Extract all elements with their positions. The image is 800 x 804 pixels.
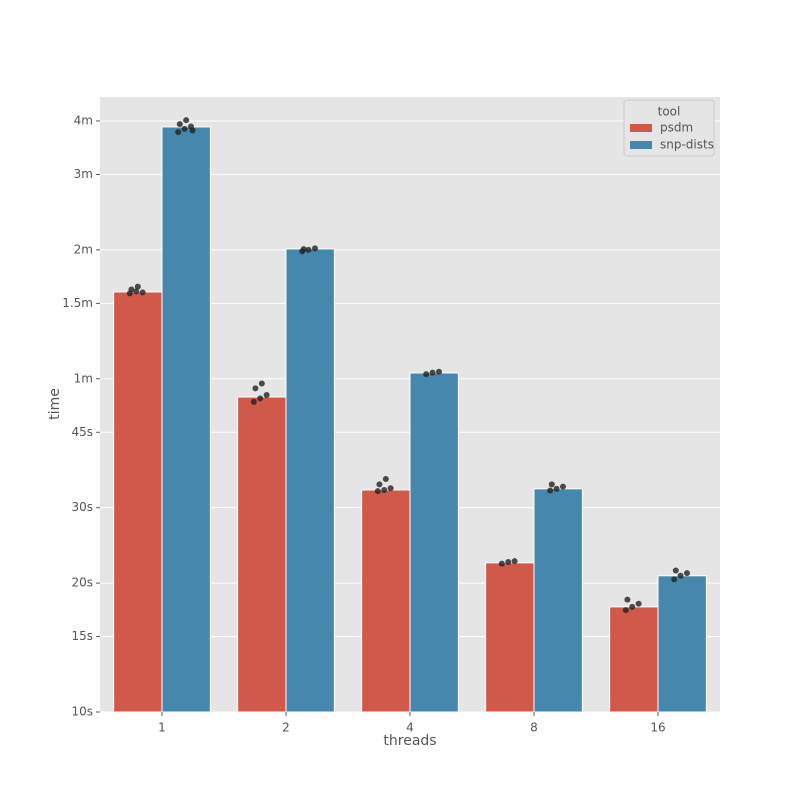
data-point	[376, 481, 383, 488]
data-point	[382, 476, 389, 483]
x-tick-label: 2	[282, 721, 290, 735]
data-point	[547, 487, 554, 494]
bar	[533, 488, 583, 713]
legend-label: psdm	[660, 121, 693, 135]
y-axis-label: time	[47, 388, 63, 420]
data-point	[189, 127, 196, 134]
y-tick-label: 10s	[71, 705, 93, 719]
data-point	[250, 398, 257, 405]
data-point	[181, 125, 188, 132]
data-point	[677, 572, 684, 579]
data-point	[252, 385, 259, 392]
data-point	[498, 560, 505, 567]
data-point	[175, 129, 182, 136]
bar	[237, 396, 287, 713]
data-point	[374, 488, 381, 495]
data-point	[176, 121, 183, 128]
data-point	[629, 603, 636, 610]
data-point	[263, 391, 270, 398]
y-tick-label: 1m	[74, 371, 93, 385]
y-tick-label: 20s	[71, 576, 93, 590]
data-point	[381, 486, 388, 493]
data-point	[511, 558, 518, 565]
data-point	[305, 246, 312, 253]
data-point	[258, 380, 265, 387]
data-point	[183, 117, 190, 124]
bar	[285, 248, 335, 713]
data-point	[548, 481, 555, 488]
x-axis-label: threads	[383, 733, 436, 749]
x-tick-label: 16	[650, 721, 665, 735]
y-tick-label: 4m	[74, 113, 93, 127]
data-point	[387, 485, 394, 492]
data-point	[553, 485, 560, 492]
data-point	[624, 596, 631, 603]
data-point	[133, 288, 140, 295]
y-tick-label: 3m	[74, 167, 93, 181]
y-tick-label: 30s	[71, 500, 93, 514]
bar	[161, 126, 211, 713]
data-point	[671, 576, 678, 583]
data-point	[683, 570, 690, 577]
legend-label: snp-dists	[660, 138, 714, 152]
data-point	[622, 607, 629, 614]
data-point	[672, 567, 679, 574]
bar	[609, 606, 659, 713]
legend-title: tool	[658, 105, 681, 119]
data-point	[128, 286, 135, 293]
data-point	[505, 559, 512, 566]
data-point	[311, 245, 318, 252]
x-tick-label: 1	[158, 721, 166, 735]
x-tick-label: 4	[406, 721, 414, 735]
data-point	[423, 371, 430, 378]
y-tick-label: 45s	[71, 425, 93, 439]
data-point	[429, 369, 436, 376]
data-point	[134, 283, 141, 290]
data-point	[635, 600, 642, 607]
bar	[657, 575, 707, 713]
data-point	[435, 368, 442, 375]
data-point	[300, 246, 307, 253]
y-tick-label: 15s	[71, 629, 93, 643]
legend-swatch	[630, 141, 652, 149]
data-point	[139, 289, 146, 296]
y-tick-label: 2m	[74, 242, 93, 256]
x-tick-label: 8	[530, 721, 538, 735]
data-point	[257, 395, 264, 402]
bar	[409, 372, 459, 713]
legend-swatch	[630, 124, 652, 132]
bar	[113, 291, 163, 713]
bar	[485, 562, 535, 713]
data-point	[559, 483, 566, 490]
bar	[361, 489, 411, 713]
y-tick-label: 1.5m	[62, 296, 93, 310]
